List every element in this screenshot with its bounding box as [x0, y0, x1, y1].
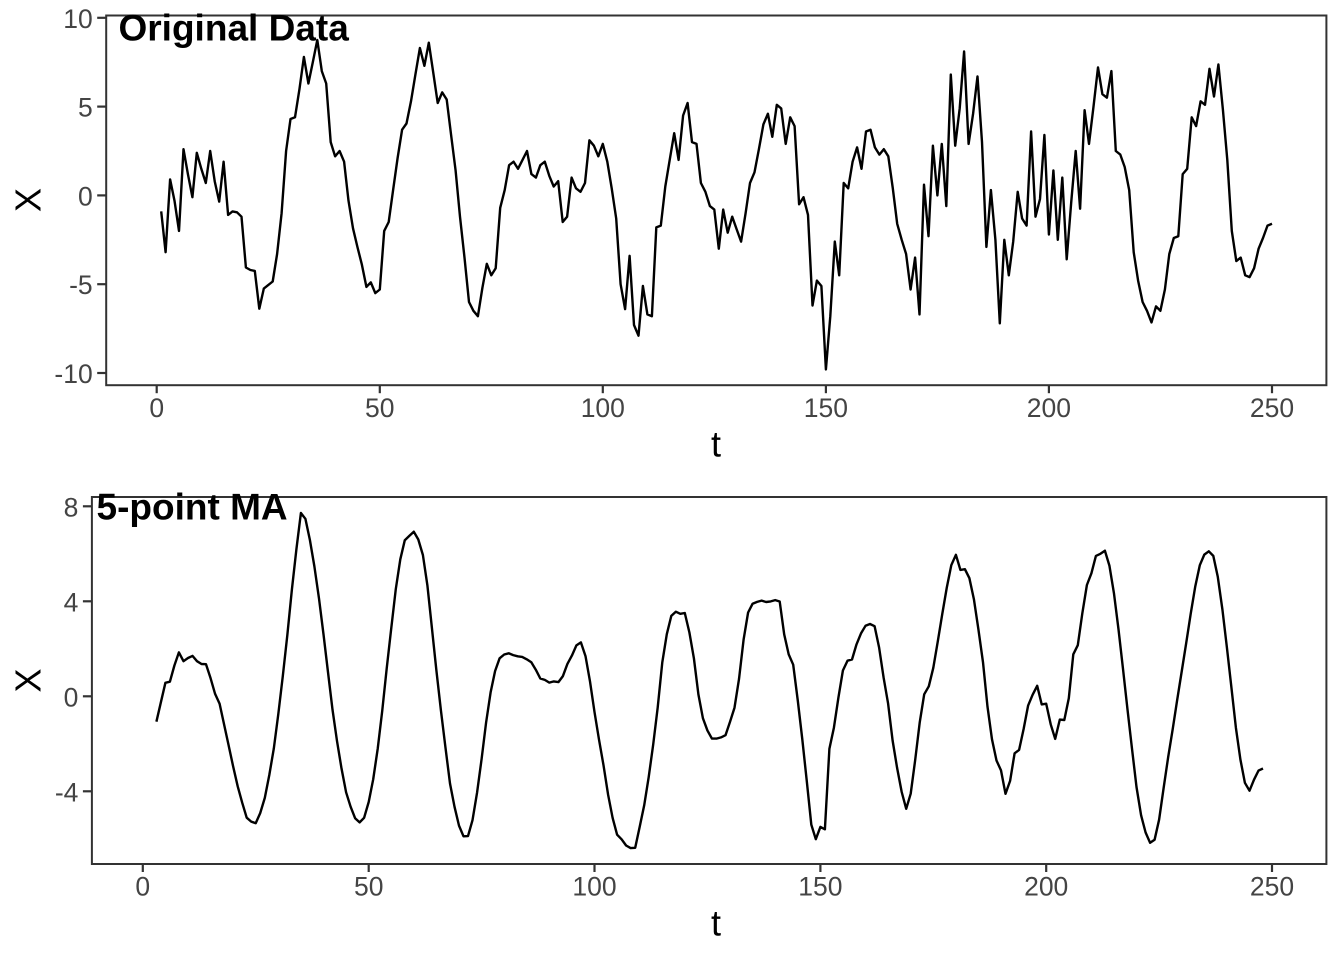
svg-text:50: 50: [365, 393, 394, 423]
svg-text:200: 200: [1024, 872, 1068, 902]
svg-text:0: 0: [78, 181, 93, 211]
svg-text:0: 0: [135, 872, 150, 902]
svg-text:150: 150: [798, 872, 842, 902]
svg-text:250: 250: [1250, 872, 1294, 902]
svg-text:5-point MA: 5-point MA: [97, 487, 288, 528]
svg-text:100: 100: [581, 393, 625, 423]
svg-text:Original Data: Original Data: [119, 8, 350, 49]
svg-text:10: 10: [63, 4, 92, 34]
svg-text:0: 0: [64, 682, 79, 712]
svg-text:-5: -5: [69, 270, 93, 300]
svg-text:X: X: [8, 668, 49, 692]
svg-text:0: 0: [149, 393, 164, 423]
svg-text:250: 250: [1250, 393, 1294, 423]
svg-text:150: 150: [804, 393, 848, 423]
svg-text:8: 8: [64, 492, 79, 522]
svg-text:t: t: [711, 424, 721, 465]
svg-text:-10: -10: [54, 359, 92, 389]
svg-text:4: 4: [64, 587, 79, 617]
svg-text:5: 5: [78, 93, 93, 123]
svg-text:200: 200: [1027, 393, 1071, 423]
svg-text:X: X: [8, 188, 49, 212]
svg-text:100: 100: [572, 872, 616, 902]
svg-text:t: t: [711, 902, 721, 943]
svg-text:-4: -4: [55, 777, 79, 807]
svg-text:50: 50: [354, 872, 383, 902]
